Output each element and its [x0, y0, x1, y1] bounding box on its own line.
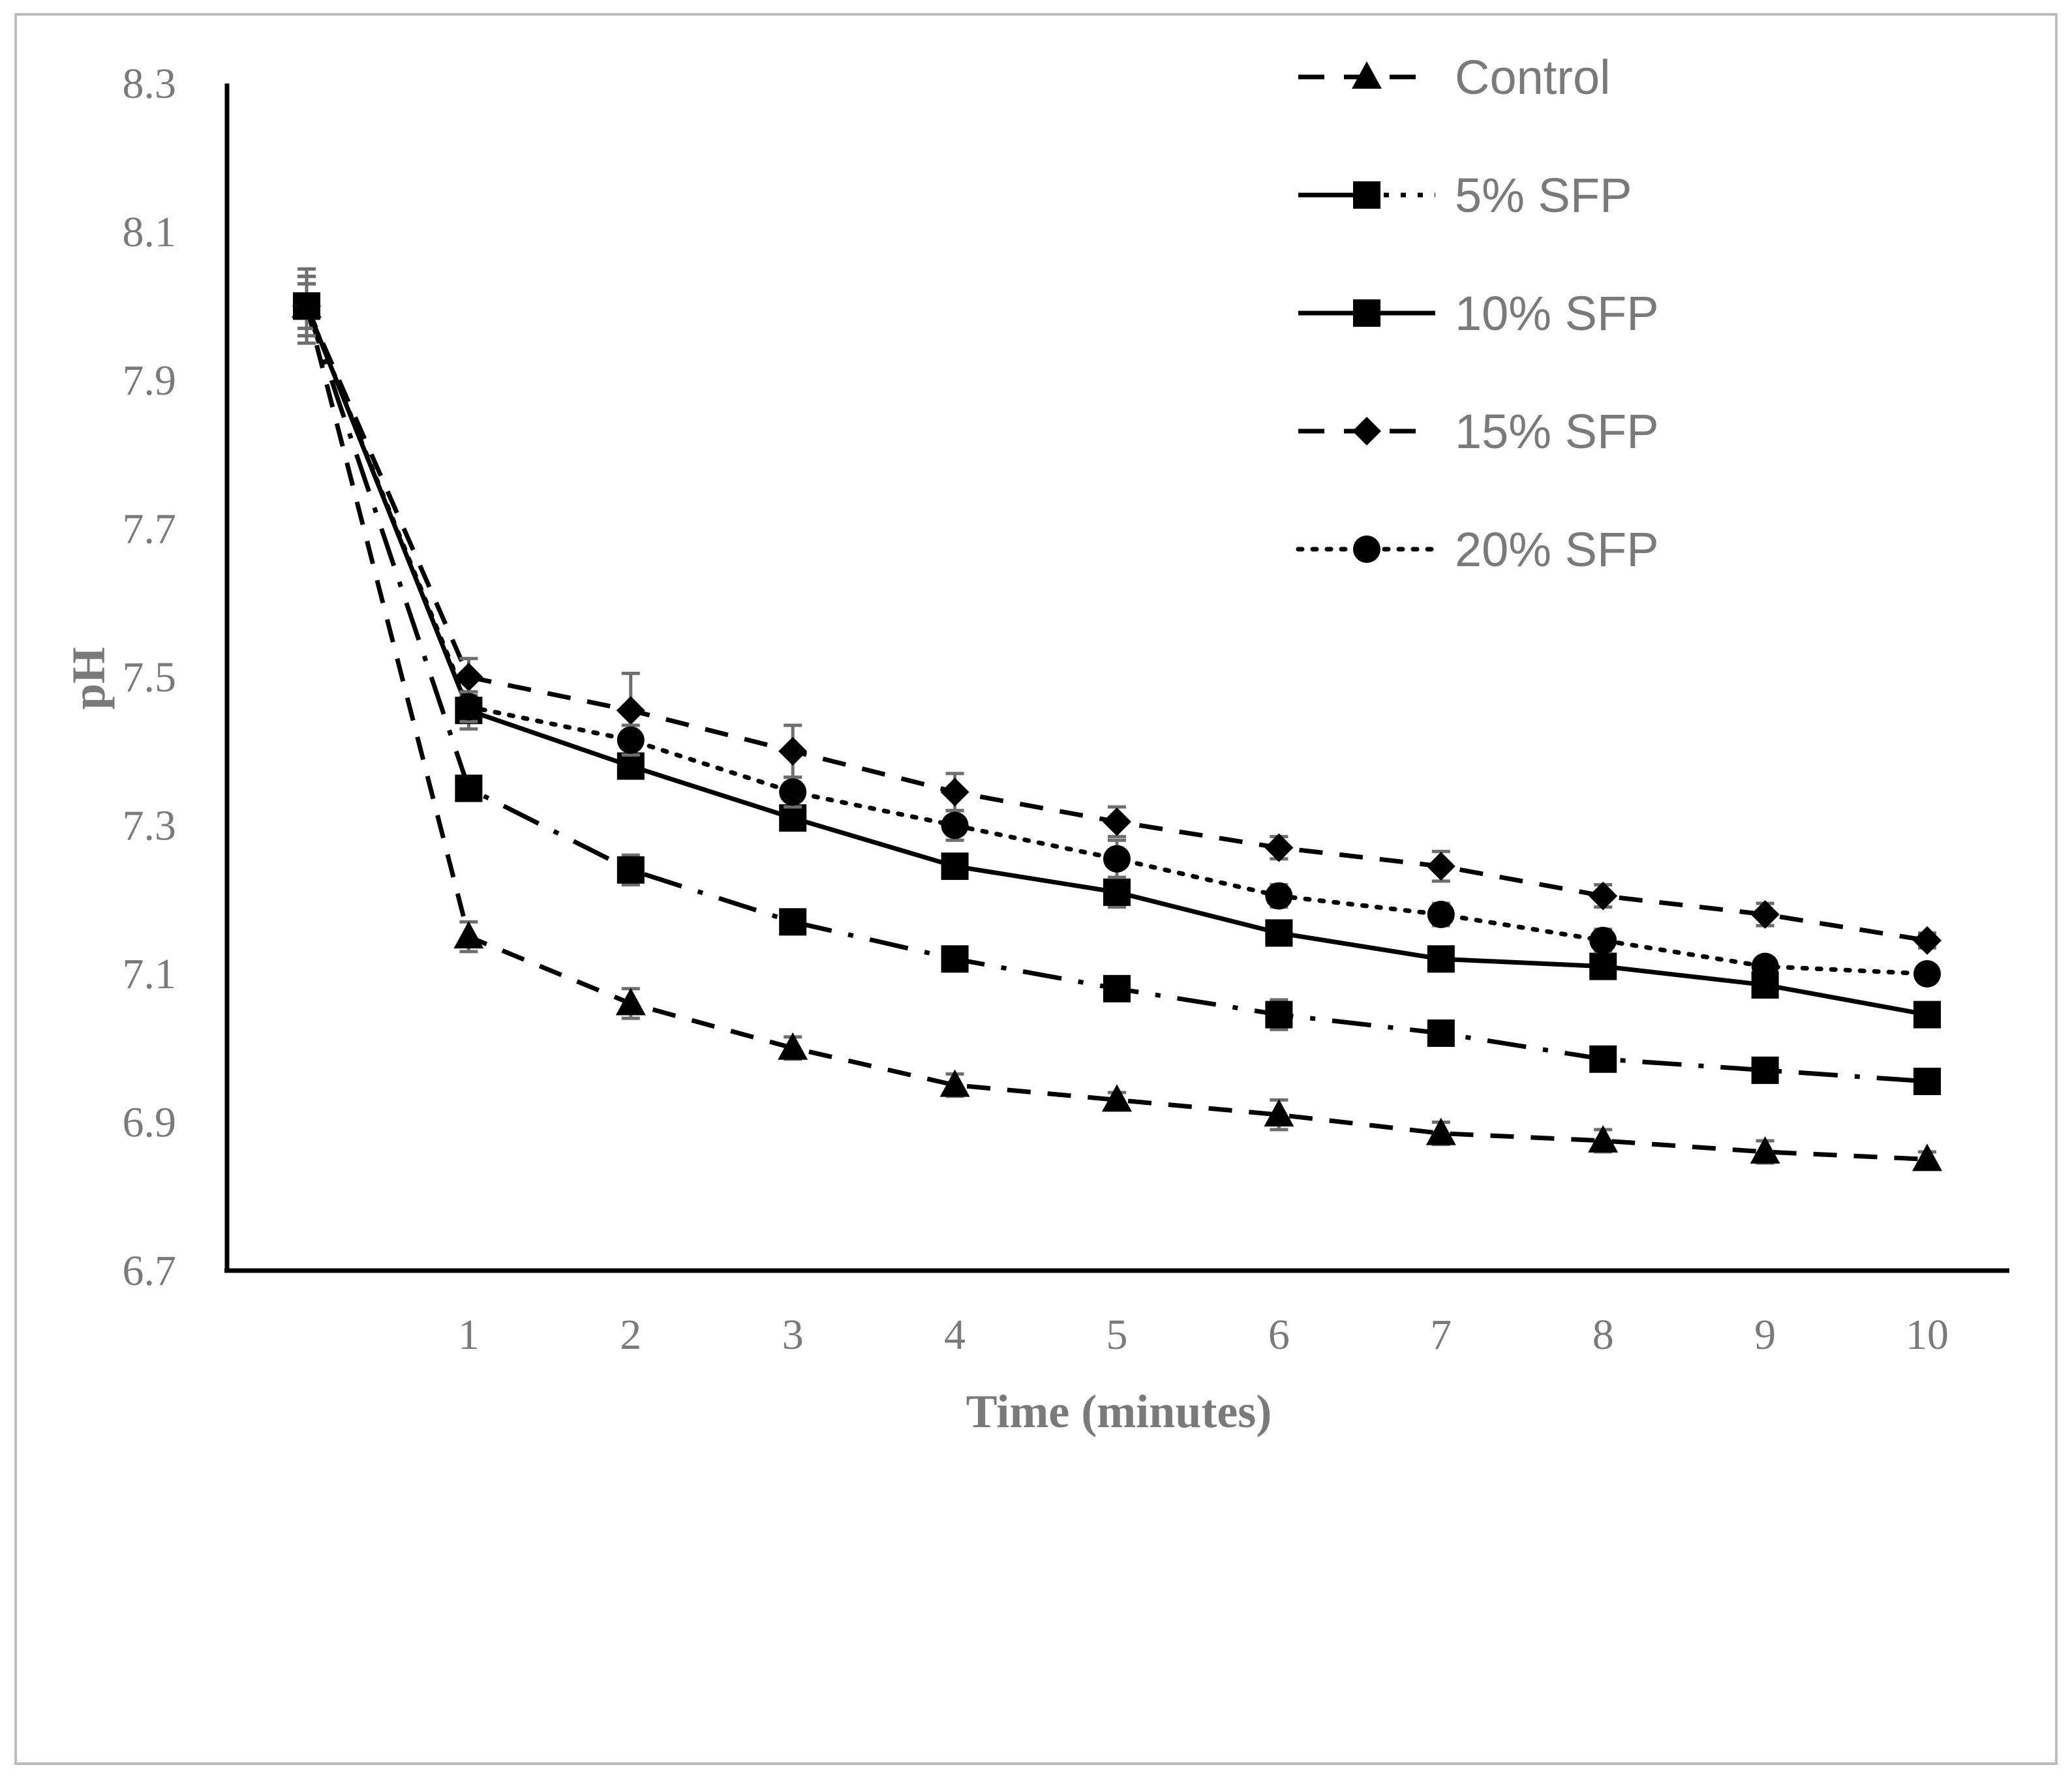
x-tick-label: 1: [458, 1311, 480, 1359]
y-tick-label: 7.5: [123, 654, 177, 701]
data-point: [1589, 952, 1617, 980]
legend-swatch-marker: [1353, 536, 1380, 563]
series-5-sfp: [293, 282, 1941, 1095]
data-point: [1425, 1117, 1456, 1145]
data-point: [778, 1032, 808, 1060]
y-axis-title: pH: [63, 647, 115, 710]
data-point: [778, 736, 808, 766]
data-point: [1750, 1136, 1780, 1164]
legend-label: 5% SFP: [1455, 168, 1632, 222]
data-point: [1913, 926, 1942, 955]
x-tick-label: 7: [1430, 1311, 1452, 1359]
data-point: [1913, 1001, 1941, 1029]
legend-item-5-sfp: 5% SFP: [1298, 168, 1632, 222]
data-point: [293, 292, 320, 320]
legend-item-20-sfp: 20% SFP: [1296, 522, 1659, 577]
series-line: [304, 305, 1928, 1162]
x-tick-label: 10: [1906, 1311, 1949, 1359]
data-point: [1427, 1019, 1455, 1047]
legend-swatch-marker: [1353, 181, 1380, 209]
data-point: [1265, 1001, 1293, 1029]
data-point: [1265, 882, 1293, 910]
data-point: [1913, 960, 1941, 988]
legend-label: 20% SFP: [1455, 522, 1659, 577]
data-point: [455, 774, 483, 802]
data-point: [779, 804, 807, 832]
data-point: [1589, 881, 1618, 911]
legend-swatch-marker: [1353, 299, 1380, 327]
data-point: [941, 945, 969, 973]
data-point: [1103, 845, 1131, 873]
y-tick-label: 6.9: [123, 1099, 177, 1147]
data-point: [1751, 1056, 1779, 1084]
x-tick-label: 3: [782, 1311, 804, 1359]
data-point: [1588, 1124, 1619, 1153]
data-point: [616, 696, 645, 725]
y-tick-labels: 6.7 6.9 7.1 7.3 7.5 7.7 7.9 8.1 8.3: [123, 60, 177, 1295]
data-point: [1264, 1099, 1294, 1127]
legend-swatch-marker: [1352, 61, 1382, 89]
data-point: [779, 908, 807, 936]
series-15-sfp: [292, 275, 1942, 955]
data-point: [940, 777, 969, 807]
legend-label: Control: [1455, 50, 1611, 104]
figure-border: [14, 13, 2058, 1765]
series-layer: [292, 267, 1942, 1171]
legend-swatch-marker: [1352, 417, 1381, 445]
data-point: [1427, 901, 1455, 928]
data-point: [1103, 807, 1131, 836]
y-tick-label: 7.7: [123, 505, 177, 553]
data-point: [939, 1069, 970, 1097]
data-point: [454, 663, 483, 691]
x-axis-title: Time (minutes): [966, 1385, 1272, 1438]
legend: Control 5% SFP 10% SFP 15% SFP 20% SFP: [1296, 50, 1659, 577]
data-point: [617, 856, 645, 884]
data-point: [779, 778, 807, 806]
data-point: [455, 693, 483, 721]
data-point: [1750, 900, 1780, 929]
data-point: [1427, 945, 1455, 973]
x-tick-label: 2: [620, 1311, 641, 1359]
series-control: [292, 282, 1942, 1171]
data-point: [1265, 919, 1293, 947]
data-point: [1912, 1143, 1942, 1171]
x-tick-label: 4: [944, 1311, 966, 1359]
data-point: [1589, 1045, 1617, 1073]
x-tick-labels: 1 2 3 4 5 6 7 8 9 10: [458, 1311, 1949, 1359]
y-tick-label: 8.3: [123, 60, 177, 108]
legend-label: 10% SFP: [1455, 286, 1659, 340]
data-point: [453, 921, 484, 949]
legend-item-control: Control: [1298, 50, 1611, 104]
x-tick-label: 5: [1106, 1311, 1128, 1359]
x-tick-label: 8: [1592, 1311, 1614, 1359]
data-point: [617, 726, 645, 754]
data-point: [1913, 1067, 1941, 1095]
y-tick-label: 8.1: [123, 209, 177, 256]
data-point: [1103, 974, 1131, 1003]
data-point: [1102, 1084, 1132, 1112]
data-point: [1751, 952, 1779, 980]
data-point: [1589, 926, 1617, 954]
legend-item-10-sfp: 10% SFP: [1298, 286, 1659, 340]
y-tick-label: 7.9: [123, 357, 177, 404]
data-point: [1103, 878, 1131, 906]
y-tick-label: 6.7: [123, 1247, 177, 1295]
data-point: [941, 852, 969, 881]
x-tick-label: 9: [1754, 1311, 1776, 1359]
series-20-sfp: [293, 275, 1941, 988]
legend-item-15-sfp: 15% SFP: [1298, 404, 1659, 459]
legend-label: 15% SFP: [1455, 404, 1659, 459]
data-point: [941, 811, 969, 839]
data-point: [617, 752, 645, 780]
data-point: [1426, 852, 1455, 881]
y-tick-label: 7.3: [123, 802, 177, 850]
data-point: [615, 988, 646, 1016]
data-point: [1264, 833, 1294, 862]
x-tick-label: 6: [1268, 1311, 1290, 1359]
y-tick-label: 7.1: [123, 950, 177, 998]
